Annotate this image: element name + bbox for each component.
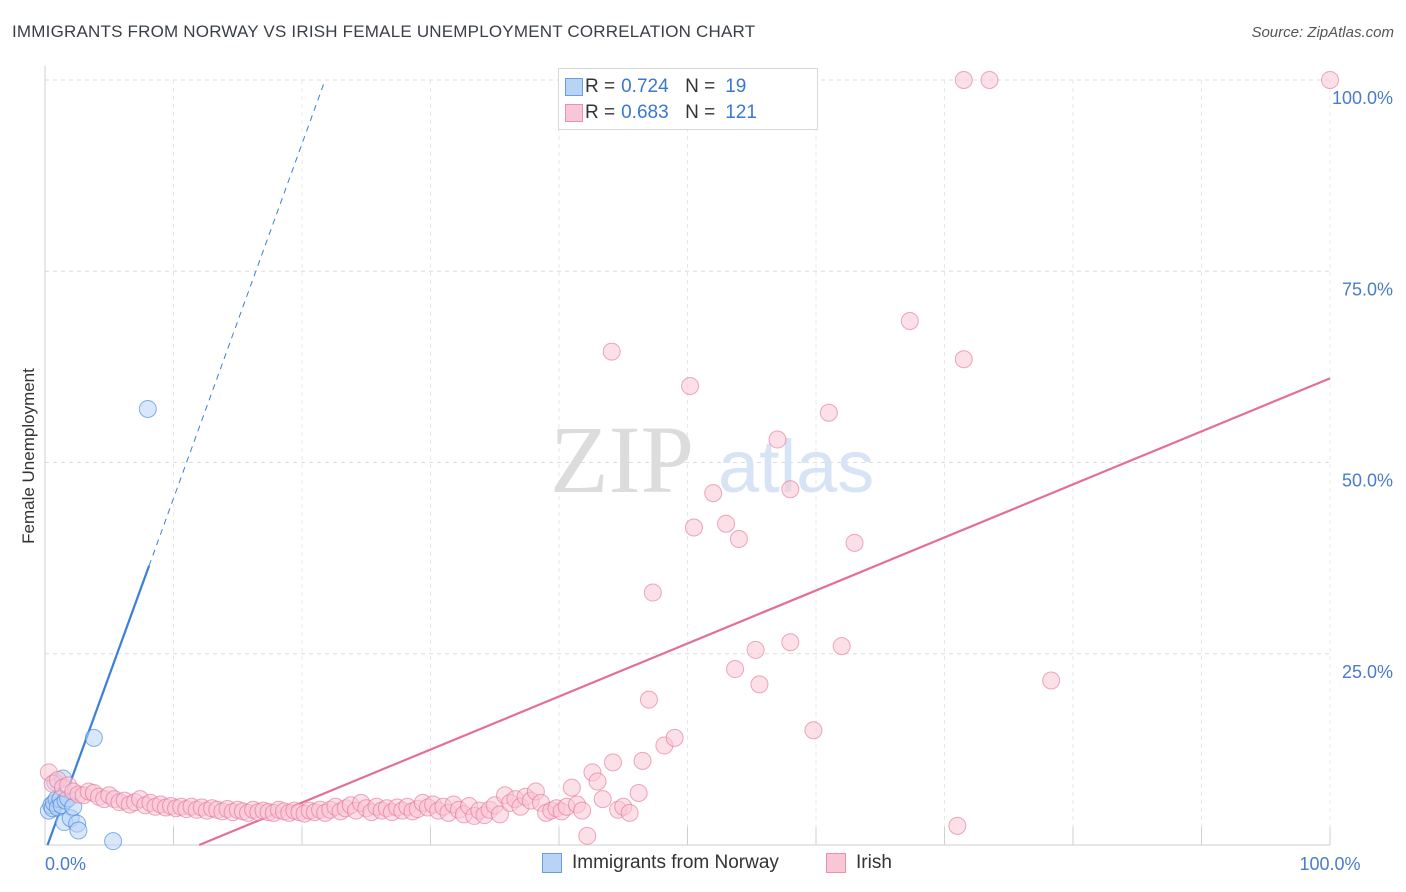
point-irish [684, 518, 703, 537]
y-axis-label: Female Unemployment [19, 368, 38, 544]
point-irish [729, 530, 748, 548]
series-legend: Immigrants from Norway Irish [0, 852, 1406, 878]
point-irish [954, 71, 973, 89]
legend-swatch-norway [565, 78, 583, 96]
point-irish [845, 533, 864, 552]
point-norway [104, 832, 123, 851]
scatter-points [39, 71, 1339, 851]
point-irish [665, 728, 684, 747]
y-tick-label: 100.0% [1332, 88, 1393, 108]
legend-r-label: R = [585, 102, 616, 123]
chart-title: IMMIGRANTS FROM NORWAY VS IRISH FEMALE U… [12, 22, 756, 41]
y-tick-label: 75.0% [1342, 279, 1393, 299]
correlation-legend: R = 0.724 N = 19 R = 0.683 N = 121 [558, 68, 818, 130]
point-irish [602, 342, 621, 361]
legend-r-value: 0.683 [621, 102, 669, 123]
axes [44, 66, 1331, 846]
series-name-irish: Irish [856, 852, 892, 873]
point-irish [819, 403, 838, 422]
point-irish [633, 751, 652, 770]
point-irish [832, 637, 851, 656]
point-irish [639, 690, 658, 709]
point-irish [954, 350, 973, 369]
source-text: Source: ZipAtlas.com [1251, 24, 1394, 41]
point-irish [490, 805, 509, 824]
legend-n-value: 19 [725, 76, 747, 97]
point-irish [804, 721, 823, 740]
point-irish [704, 484, 723, 503]
legend-n-label: N = [685, 76, 716, 97]
point-irish [717, 514, 736, 533]
point-irish [1321, 71, 1339, 89]
point-irish [746, 640, 765, 659]
point-irish [781, 480, 800, 499]
tick-labels: 25.0% 50.0% 75.0% 100.0% 0.0% 100.0% [45, 88, 1393, 874]
point-irish [726, 660, 745, 679]
x-tick-label: 0.0% [45, 854, 86, 874]
point-irish [900, 311, 919, 330]
point-norway [138, 399, 157, 418]
point-norway [84, 728, 103, 747]
point-irish [593, 790, 612, 809]
y-tick-label: 25.0% [1342, 662, 1393, 682]
legend-r-label: R = [585, 76, 616, 97]
point-irish [948, 816, 967, 835]
point-irish [643, 583, 662, 602]
series-swatch-norway [542, 853, 562, 873]
point-irish [562, 778, 581, 797]
point-irish [588, 772, 607, 791]
x-tick-label: 100.0% [1299, 854, 1360, 874]
legend-swatch-irish [565, 104, 583, 122]
series-name-norway: Immigrants from Norway [572, 852, 779, 873]
legend-row-irish: R = 0.683 N = 121 [565, 100, 757, 126]
point-irish [681, 377, 700, 395]
point-irish [578, 826, 597, 845]
watermark-zip: ZIP [550, 406, 694, 513]
point-irish [781, 633, 800, 652]
point-norway [69, 821, 88, 840]
series-legend-irish[interactable]: Irish [826, 852, 892, 874]
point-irish [573, 801, 592, 820]
legend-n-label: N = [685, 102, 716, 123]
point-irish [768, 430, 787, 449]
point-irish [750, 675, 769, 694]
point-irish [603, 753, 622, 772]
series-swatch-irish [826, 853, 846, 873]
point-irish [1042, 671, 1061, 690]
series-legend-norway[interactable]: Immigrants from Norway [542, 852, 779, 874]
legend-n-value: 121 [725, 102, 757, 123]
legend-r-value: 0.724 [621, 76, 669, 97]
y-tick-label: 50.0% [1342, 471, 1393, 491]
legend-row-norway: R = 0.724 N = 19 [565, 74, 747, 100]
point-irish [620, 803, 639, 822]
trend-line-norway-extension [148, 79, 326, 566]
point-irish [629, 783, 648, 802]
point-irish [980, 71, 999, 89]
trend-line-irish [198, 377, 1331, 847]
